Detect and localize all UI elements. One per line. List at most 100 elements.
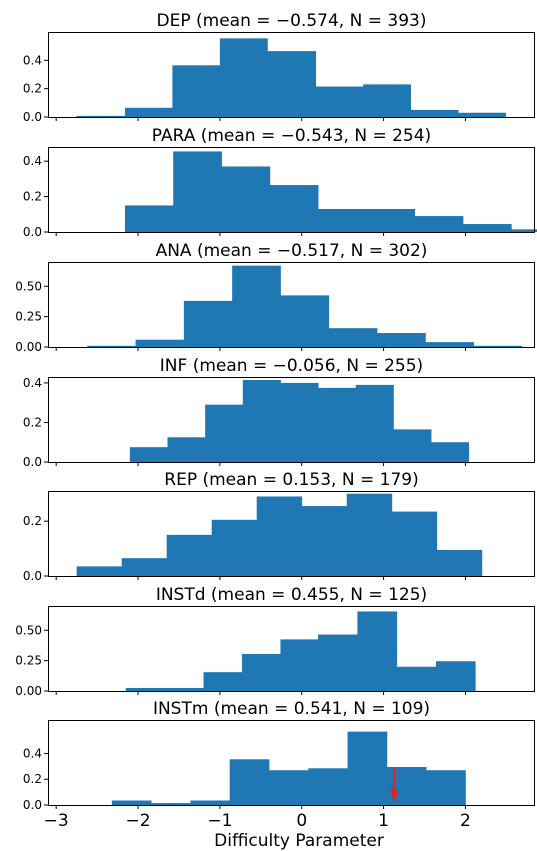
histogram-bar (267, 51, 317, 117)
x-tick-label: −1 (207, 811, 232, 831)
panel-title: INSTm (mean = 0.541, N = 109) (153, 699, 430, 719)
histogram-bar (410, 109, 459, 117)
histogram-bar (219, 38, 268, 117)
panel-title: INF (mean = −0.056, N = 255) (160, 356, 423, 376)
histogram-bar (164, 687, 204, 691)
histogram-bar (166, 534, 213, 576)
y-tick-label: 0.0 (23, 569, 42, 583)
y-tick-label: 0.4 (23, 746, 42, 760)
y-tick-label: 0.4 (23, 154, 42, 168)
axes-frame (48, 147, 535, 233)
histogram-bar (355, 384, 394, 462)
x-tick-label: 0 (296, 811, 307, 831)
x-axis-label: Difficulty Parameter (214, 831, 384, 851)
axes-frame (48, 606, 535, 692)
axes-frame (48, 491, 535, 577)
histogram-bar (280, 295, 330, 347)
histogram-bar (318, 208, 367, 232)
panel-title: ANA (mean = −0.517, N = 302) (156, 241, 428, 261)
histogram-bar (357, 611, 398, 691)
histogram-bar (301, 506, 348, 576)
histogram-bar (318, 387, 357, 462)
histogram-bar (280, 639, 319, 691)
histogram-bar (205, 404, 244, 462)
histogram-bar (121, 558, 168, 576)
histogram-bar (76, 115, 126, 117)
y-tick-label: 0.4 (23, 376, 42, 390)
histogram-bar (436, 549, 483, 576)
histogram-bar (280, 382, 319, 462)
histogram-bar (308, 768, 348, 805)
y-tick-label: 0.00 (15, 340, 42, 354)
x-tick-label: −2 (126, 811, 151, 831)
histogram-bar (256, 496, 303, 576)
histogram-bar (393, 429, 432, 462)
histogram-bar (328, 328, 378, 347)
histogram-bar (242, 379, 281, 462)
y-tick-label: 0.00 (15, 684, 42, 698)
y-tick-label: 0.50 (15, 623, 42, 637)
histogram-panel: REP (mean = 0.153, N = 179) 0.0 0.2 (23, 470, 535, 583)
y-tick-label: 0.4 (23, 53, 42, 67)
histogram-bar (241, 653, 281, 691)
y-tick-label: 0.0 (23, 225, 42, 239)
y-tick-label: 0.2 (23, 82, 42, 96)
histogram-bar (167, 437, 206, 462)
histogram-bar (221, 166, 271, 232)
histogram-bar (173, 151, 222, 232)
histogram-bar (435, 661, 476, 691)
y-tick-label: 0.50 (15, 279, 42, 293)
histogram-panel: INSTd (mean = 0.455, N = 125) 0.00 0.25 0.5… (15, 585, 535, 698)
histogram-bar (190, 800, 231, 805)
histogram-bar (473, 345, 523, 347)
histogram-panel: PARA (mean = −0.543, N = 254) 0.0 0.2 0.4 (23, 126, 537, 239)
histogram-bar (125, 687, 165, 691)
histogram-bar (76, 566, 123, 576)
histogram-bar (111, 800, 152, 805)
histogram-bar (211, 519, 258, 576)
histogram-bar (414, 216, 464, 232)
histogram-bar (462, 224, 512, 232)
histogram-panel: DEP (mean = −0.574, N = 393) 0.0 0.2 0.4 (23, 11, 535, 124)
histogram-panel: INSTm (mean = 0.541, N = 109) 0.0 0.2 0.4 −3… (23, 699, 535, 831)
histogram-bar (269, 185, 319, 232)
histogram-bar (431, 442, 470, 462)
histogram-bar (346, 493, 393, 576)
axes-frame (48, 32, 535, 118)
y-tick-label: 0.2 (23, 514, 42, 528)
histogram-bar (425, 342, 475, 347)
histogram-bar (391, 511, 438, 576)
histogram-bar (203, 672, 243, 691)
histogram-bar (426, 770, 466, 805)
histogram-bar (124, 107, 173, 117)
histogram-bar (511, 229, 537, 232)
histogram-bar (363, 84, 411, 117)
histogram-bar (366, 208, 416, 232)
histogram-bar (151, 803, 191, 805)
histogram-bar (229, 759, 270, 805)
histogram-bar (458, 112, 506, 117)
histogram-bar (377, 333, 426, 347)
histogram-bar (124, 205, 174, 232)
y-tick-label: 0.2 (23, 415, 42, 429)
panel-title: INSTd (mean = 0.455, N = 125) (156, 585, 427, 605)
x-tick-label: 1 (378, 811, 389, 831)
histogram-bar (315, 86, 364, 117)
y-tick-label: 0.2 (23, 772, 42, 786)
y-tick-label: 0.25 (15, 310, 42, 324)
y-tick-label: 0.2 (23, 190, 42, 204)
x-tick-label: −3 (44, 811, 69, 831)
y-tick-label: 0.0 (23, 798, 42, 812)
histogram-bar (347, 731, 388, 805)
histogram-bar (396, 666, 437, 691)
y-tick-label: 0.25 (15, 654, 42, 668)
axes-frame (48, 720, 535, 806)
histogram-panel: INF (mean = −0.056, N = 255) 0.0 0.2 0.4 (23, 356, 535, 469)
histogram-bar (268, 770, 309, 805)
histogram-bar (318, 634, 358, 691)
annotation-arrow (390, 767, 399, 803)
histogram-bar (232, 265, 281, 347)
histogram-bar (129, 447, 168, 462)
panel-title: REP (mean = 0.153, N = 179) (164, 470, 418, 490)
